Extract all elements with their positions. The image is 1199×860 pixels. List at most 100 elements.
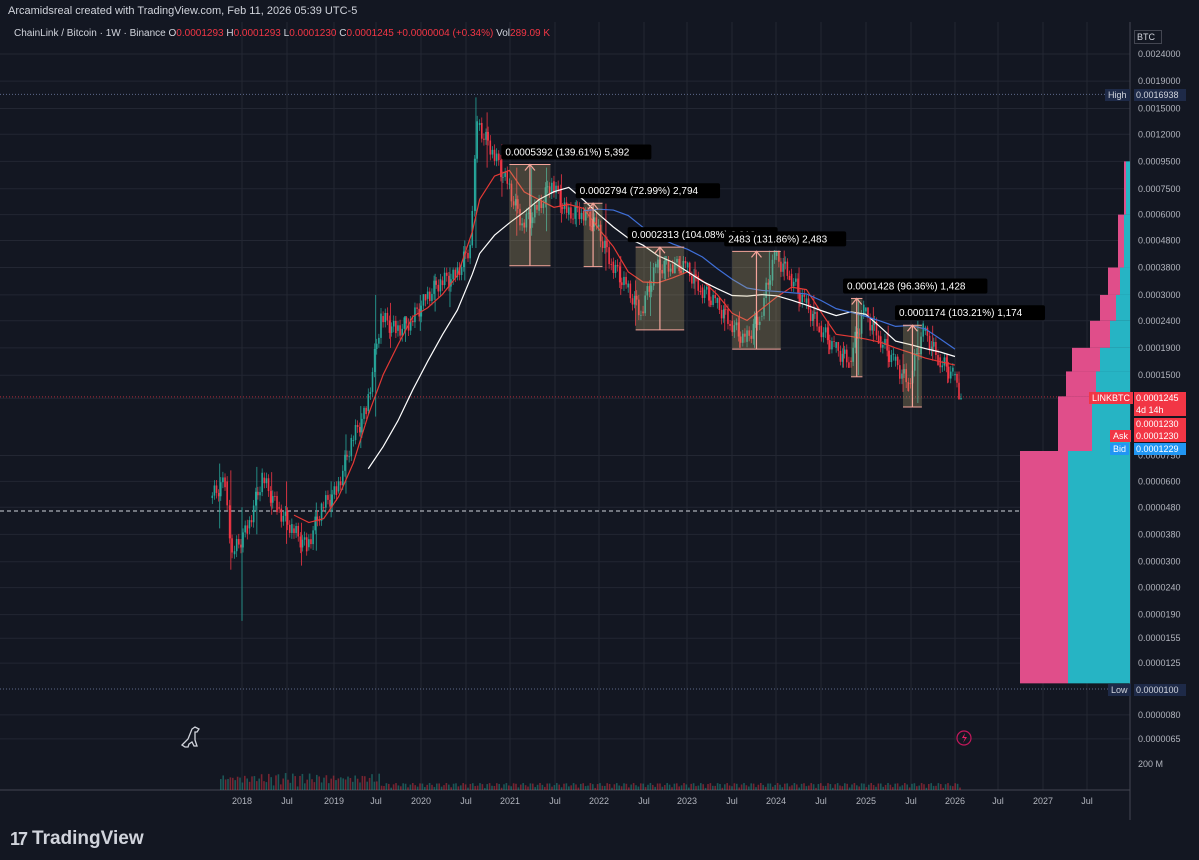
candle-body <box>435 280 437 285</box>
price-1230-tag: 0.0001230 <box>1134 418 1186 430</box>
volume-bar <box>652 784 654 790</box>
volume-bar <box>959 787 961 790</box>
candle-body <box>845 349 848 363</box>
measure-label-bg <box>501 144 652 160</box>
candle-body <box>920 336 922 355</box>
volume-bar <box>937 783 940 790</box>
chart-canvas[interactable]: 2018 Jul 2019 Jul 2020 Jul 2021 Jul 2022 Jul 2023 J… <box>0 22 1199 820</box>
volume-bar <box>719 783 721 790</box>
volume-bar <box>618 785 620 790</box>
currency-tag[interactable]: BTC <box>1134 30 1162 44</box>
candle-body <box>790 273 793 287</box>
candle-body <box>523 222 526 228</box>
tradingview-logo[interactable]: 17 TradingView <box>10 828 144 850</box>
candle-body <box>448 275 450 287</box>
x-tick-label: 2024 <box>766 796 786 806</box>
candle-body <box>358 426 361 433</box>
candle-body <box>708 286 710 301</box>
x-tick-label: 2021 <box>500 796 520 806</box>
volume-bar <box>582 783 584 790</box>
x-tick-label: Jul <box>1081 796 1093 806</box>
volume-bar <box>318 776 320 790</box>
candle-body <box>424 294 427 301</box>
volume-bar <box>798 787 800 790</box>
volume-bar <box>805 786 808 790</box>
volume-bar <box>767 783 769 790</box>
candle-body <box>295 525 297 534</box>
measure-arrow-head <box>524 163 536 171</box>
volume-bar <box>280 784 282 790</box>
volume-bar <box>647 784 649 790</box>
candle-body <box>882 344 884 348</box>
volume-bar <box>546 783 548 790</box>
candle-body <box>860 315 863 334</box>
candle-body <box>536 204 538 210</box>
volume-bar <box>251 776 253 790</box>
candle-body <box>246 525 249 534</box>
candle-body <box>495 153 498 161</box>
candle-body <box>280 508 283 522</box>
y-tick-label: 0.0000300 <box>1138 557 1181 567</box>
candle-body <box>392 320 395 327</box>
measure-arrow-head <box>851 297 863 305</box>
candle-body <box>648 286 651 292</box>
candle-body <box>697 275 700 291</box>
volume-bar <box>680 785 683 790</box>
volume-bar <box>472 783 474 790</box>
candle-body <box>773 250 776 260</box>
volume-bar <box>534 787 536 790</box>
y-tick-label: 0.0007500 <box>1138 184 1181 194</box>
volume-bar <box>613 784 616 790</box>
candle-body <box>318 520 321 522</box>
candle-body <box>650 285 653 292</box>
volume-bar <box>532 783 534 790</box>
volume-bar <box>824 785 827 790</box>
candle-body <box>748 330 750 336</box>
candle-body <box>812 313 814 322</box>
candle-body <box>531 217 534 224</box>
volume-bar <box>368 777 371 790</box>
close-value: 0.0001245 <box>346 28 394 39</box>
volume-bar <box>755 787 757 790</box>
volume-bar <box>764 786 767 790</box>
candle-body <box>401 328 404 336</box>
candle-body <box>570 207 572 219</box>
volume-bar <box>896 783 899 790</box>
candle-body <box>373 348 376 373</box>
volume-bar <box>829 784 832 790</box>
candle-body <box>483 138 485 140</box>
volume-bar <box>673 783 676 790</box>
volume-bar <box>508 785 510 790</box>
candle-body <box>238 539 240 545</box>
candle-body <box>378 337 380 344</box>
current-price-tag: 0.0001245 <box>1134 392 1186 404</box>
chart-area[interactable]: 2018 Jul 2019 Jul 2020 Jul 2021 Jul 2022 Jul 2023 J… <box>0 22 1199 820</box>
volume-bar <box>277 774 280 790</box>
candle-body <box>894 356 897 361</box>
candle-body <box>521 223 523 226</box>
candle-body <box>291 524 293 533</box>
candle-body <box>741 333 744 343</box>
volume-bar <box>920 783 923 790</box>
candle-body <box>445 272 448 276</box>
volume-bar <box>558 784 560 790</box>
y-tick-label: 0.0012000 <box>1138 129 1181 139</box>
volume-bar <box>352 781 354 790</box>
measure-arrow-head <box>654 246 666 254</box>
volume-bar <box>640 783 642 790</box>
volume-bar <box>853 783 856 790</box>
volume-profile-bar <box>1072 347 1100 372</box>
volume-bar <box>481 784 484 790</box>
volume-bar <box>786 783 788 790</box>
candle-body <box>888 350 891 363</box>
volume-bar <box>500 787 503 790</box>
volume-bar <box>565 783 568 790</box>
y-tick-label: 0.0000600 <box>1138 476 1181 486</box>
candle-body <box>956 373 958 383</box>
volume-bar <box>882 786 884 790</box>
volume-bar <box>637 786 640 790</box>
candle-body <box>293 528 295 534</box>
volume-bar <box>395 783 397 790</box>
volume-bar <box>284 773 287 790</box>
volume-bar <box>736 783 738 790</box>
